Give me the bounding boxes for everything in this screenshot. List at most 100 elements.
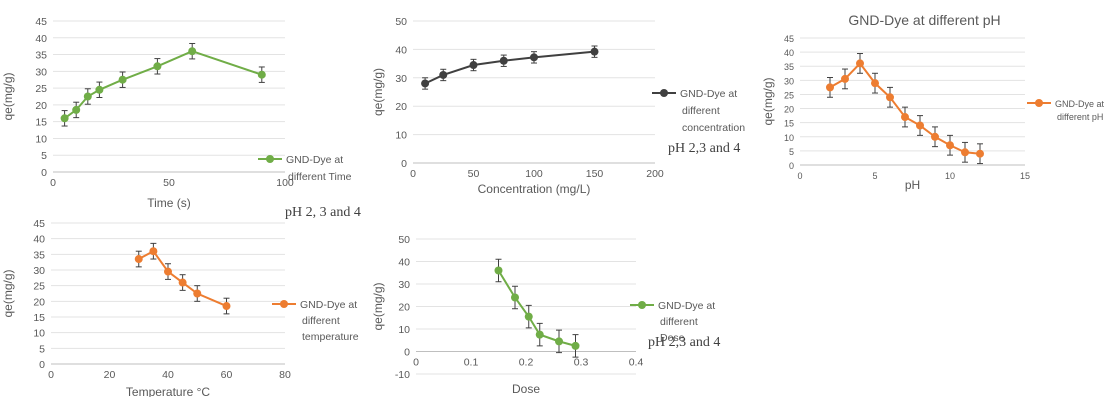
y-tick-label: 10	[33, 328, 45, 340]
legend-marker	[638, 301, 646, 309]
series-line	[64, 50, 263, 120]
data-point	[856, 59, 864, 68]
data-point	[826, 83, 834, 92]
y-tick-label: 25	[35, 83, 47, 95]
data-point	[257, 70, 266, 79]
y-tick-label: 0	[789, 161, 794, 171]
y-tick-label: 5	[39, 343, 45, 355]
x-tick-label: 50	[163, 177, 175, 189]
y-tick-label: 15	[784, 119, 794, 129]
y-tick-label: 40	[398, 257, 410, 269]
y-tick-label: 40	[784, 48, 794, 58]
y-tick-label: 35	[33, 249, 45, 261]
y-tick-label: 45	[33, 218, 45, 230]
chart-2: 0 10 20 30 40 50 0 50 100 150 200 Concentration (mg…	[371, 16, 745, 196]
data-point	[535, 330, 544, 339]
y-tick-label: 5	[41, 150, 47, 162]
data-point	[469, 61, 478, 70]
legend-marker	[660, 89, 668, 97]
y-tick-label: 0	[401, 158, 407, 170]
x-tick-label: 20	[104, 369, 116, 381]
y-tick-label: 45	[784, 34, 794, 44]
data-point	[149, 247, 158, 256]
data-point	[95, 85, 104, 94]
x-tick-label: 0	[797, 171, 802, 181]
y-tick-label: 25	[784, 90, 794, 100]
y-tick-label: 20	[33, 296, 45, 308]
legend-label: GND-Dye at different concentration	[680, 88, 745, 134]
y-tick-label: 30	[398, 279, 410, 291]
legend-label: GND-Dye at different Dose	[658, 300, 715, 344]
data-point	[901, 113, 909, 122]
x-tick-label: 150	[586, 168, 604, 180]
y-tick-label: 10	[35, 133, 47, 145]
data-point	[841, 74, 849, 83]
y-tick-label: 30	[35, 66, 47, 78]
data-point	[222, 302, 231, 311]
legend-label: GND-Dye at different Time	[286, 154, 352, 183]
x-tick-label: 40	[162, 369, 174, 381]
x-tick-label: 15	[1020, 171, 1030, 181]
data-point	[134, 255, 143, 264]
legend-marker	[1035, 99, 1043, 107]
y-tick-label: 35	[35, 50, 47, 62]
data-point	[118, 75, 127, 84]
y-tick-label: 40	[35, 33, 47, 45]
y-tick-label: 0	[404, 347, 410, 359]
data-point	[524, 312, 533, 321]
y-tick-label: 20	[395, 101, 407, 113]
y-tick-label: 50	[395, 16, 407, 28]
x-tick-label: 100	[525, 168, 543, 180]
x-tick-label: 10	[945, 171, 955, 181]
data-point	[931, 132, 939, 141]
x-tick-label: 0.3	[574, 357, 589, 369]
data-point	[590, 47, 599, 56]
data-point	[494, 266, 503, 275]
y-tick-label: 20	[35, 100, 47, 112]
y-tick-label: 10	[398, 324, 410, 336]
data-point	[530, 53, 538, 62]
y-tick-label: 40	[33, 234, 45, 246]
annotation-note: pH 2, 3 and 4	[285, 205, 361, 220]
y-tick-label: 10	[395, 130, 407, 142]
y-tick-label: 50	[398, 234, 410, 246]
x-axis-title: Dose	[512, 382, 540, 396]
y-tick-label: 45	[35, 16, 47, 28]
data-point	[439, 70, 448, 79]
y-tick-label: 20	[784, 105, 794, 115]
chart-1: 0 5 10 15 20 25 30 35 40 45 0 50 100 Time (s) qe(mg/g)…	[1, 16, 361, 220]
data-point	[916, 121, 924, 130]
y-tick-label: 35	[784, 62, 794, 72]
x-tick-label: 0	[413, 357, 419, 369]
chart-title: GND-Dye at different pH	[848, 12, 1000, 28]
data-point	[60, 114, 69, 123]
chart-4: 0 5 10 15 20 25 30 35 40 45 0 20 40 60 80 Temperature °…	[1, 218, 359, 397]
x-tick-label: 0.4	[629, 357, 644, 369]
y-tick-label: 15	[33, 312, 45, 324]
x-axis-title: Time (s)	[147, 196, 191, 210]
data-point	[571, 341, 580, 350]
y-tick-label: 20	[398, 302, 410, 314]
legend-label: GND-Dye at different temperature	[300, 299, 359, 343]
annotation-note: pH 2,3 and 4	[648, 335, 720, 350]
x-tick-label: 0	[50, 177, 56, 189]
y-tick-label: -10	[395, 369, 410, 381]
data-point	[178, 278, 187, 287]
data-point	[961, 148, 969, 157]
legend-marker	[266, 155, 274, 163]
y-axis-title: qe(mg/g)	[371, 282, 385, 330]
x-tick-label: 0	[48, 369, 54, 381]
x-tick-label: 60	[221, 369, 233, 381]
data-point	[511, 293, 519, 302]
y-tick-label: 5	[789, 147, 794, 157]
x-tick-label: 200	[646, 168, 664, 180]
data-point	[499, 56, 508, 65]
data-point	[421, 79, 430, 88]
data-point	[946, 141, 954, 150]
x-tick-label: 0.1	[464, 357, 479, 369]
y-axis-title: qe(mg/g)	[1, 269, 15, 317]
x-axis-title: Temperature °C	[126, 385, 210, 397]
y-tick-label: 25	[33, 281, 45, 293]
data-point	[83, 92, 92, 101]
